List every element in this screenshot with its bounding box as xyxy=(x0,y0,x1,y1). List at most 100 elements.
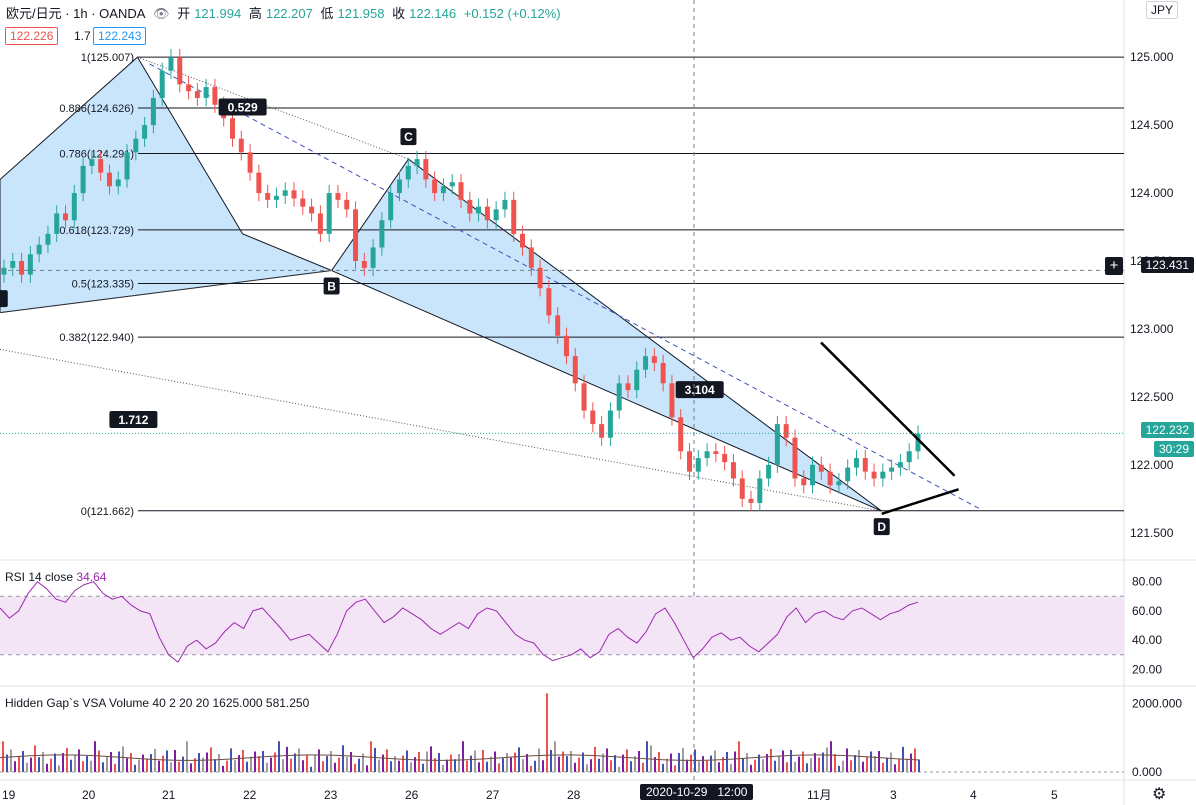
ask-badge[interactable]: 122.243 xyxy=(93,27,147,45)
candle-body xyxy=(423,159,429,180)
volume-bar xyxy=(814,753,816,772)
volume-bar xyxy=(314,754,316,772)
volume-bar xyxy=(362,753,364,772)
candle-body xyxy=(194,91,200,98)
volume-bar xyxy=(94,741,96,772)
volume-bar xyxy=(422,763,424,772)
candle-body xyxy=(36,244,42,255)
volume-title[interactable]: Hidden Gap`s VSA Volume 40 2 20 20 1625.… xyxy=(5,696,309,710)
time-tick-label: 20 xyxy=(82,788,96,802)
rsi-title[interactable]: RSI 14 close 34.64 xyxy=(5,570,106,584)
open-label: 开 xyxy=(177,6,191,21)
volume-bar xyxy=(70,759,72,772)
volume-bar xyxy=(846,748,848,772)
volume-bar xyxy=(434,758,436,772)
volume-bar xyxy=(622,754,624,772)
crosshair-plus-icon[interactable]: + xyxy=(1105,257,1123,275)
volume-bar xyxy=(214,759,216,772)
volume-bar xyxy=(498,763,500,772)
harmonic-triangle-xab xyxy=(0,56,334,314)
time-tick-label: 23 xyxy=(324,788,338,802)
volume-bar xyxy=(110,752,112,772)
volume-bar xyxy=(350,752,352,772)
volume-bar xyxy=(774,760,776,772)
volume-bar xyxy=(62,753,64,772)
bid-badge[interactable]: 122.226 xyxy=(5,27,59,45)
candle-body xyxy=(651,356,657,363)
settings-gear-icon[interactable]: ⚙ xyxy=(1152,786,1167,803)
volume-bar xyxy=(418,752,420,772)
volume-bar xyxy=(678,753,680,772)
volume-bar xyxy=(394,756,396,772)
candle-body xyxy=(142,125,148,139)
rsi-band xyxy=(0,596,1124,655)
volume-bar xyxy=(46,763,48,772)
volume-bar xyxy=(370,741,372,772)
price-tick-label: 122.000 xyxy=(1130,458,1174,472)
volume-bar xyxy=(786,762,788,772)
candle-body xyxy=(818,464,824,472)
candle-body xyxy=(581,383,587,411)
candle-body xyxy=(89,159,95,166)
volume-bar xyxy=(662,763,664,772)
candle-body xyxy=(625,383,631,391)
volume-bar xyxy=(6,754,8,772)
time-tick-label: 28 xyxy=(567,788,581,802)
volume-bar xyxy=(26,762,28,772)
candle-body xyxy=(414,159,420,166)
current-price-tag: 122.232 xyxy=(1140,422,1194,438)
volume-bar xyxy=(330,750,332,772)
volume-bar xyxy=(718,762,720,772)
volume-bar xyxy=(510,757,512,772)
price-tick-label: 122.500 xyxy=(1130,390,1174,404)
volume-bar xyxy=(666,758,668,772)
visibility-eye-icon[interactable]: 👁 xyxy=(153,6,170,21)
volume-bar xyxy=(246,761,248,772)
candle-body xyxy=(880,471,886,479)
volume-bar xyxy=(542,760,544,772)
volume-bar xyxy=(806,763,808,772)
volume-bar xyxy=(894,764,896,772)
volume-bar xyxy=(918,760,920,772)
volume-bar xyxy=(546,693,548,772)
volume-bar xyxy=(594,746,596,772)
volume-bar xyxy=(106,757,108,772)
pattern-point-label-box xyxy=(400,128,417,146)
volume-bar xyxy=(282,759,284,772)
volume-bar xyxy=(478,762,480,772)
rsi-tick-label: 20.00 xyxy=(1132,662,1162,676)
candle-body xyxy=(774,424,780,465)
volume-bar xyxy=(858,749,860,772)
symbol-title[interactable]: 欧元/日元 · 1h · OANDA xyxy=(6,6,146,21)
candle-body xyxy=(467,199,473,214)
currency-button[interactable]: JPY xyxy=(1146,1,1179,19)
price-tick-label: 121.500 xyxy=(1130,526,1174,540)
volume-bar xyxy=(50,758,52,772)
volume-bar xyxy=(854,755,856,772)
candle-body xyxy=(282,190,288,196)
volume-bar xyxy=(606,748,608,772)
fib-level-label: 1(125.007) xyxy=(81,52,134,64)
candle-body xyxy=(247,152,253,173)
volume-bar xyxy=(30,757,32,772)
volume-bar xyxy=(410,762,412,772)
volume-bar xyxy=(582,752,584,772)
candle-body xyxy=(309,206,315,214)
volume-bar xyxy=(566,756,568,772)
close-value: 122.146 xyxy=(409,6,457,21)
candle-body xyxy=(511,199,517,234)
volume-bar xyxy=(766,754,768,772)
volume-bar xyxy=(646,741,648,772)
volume-bar xyxy=(294,753,296,772)
candle-body xyxy=(361,261,367,268)
volume-bar xyxy=(554,741,556,772)
volume-bar xyxy=(526,754,528,772)
candle-body xyxy=(766,464,772,479)
volume-bar xyxy=(366,765,368,772)
candle-body xyxy=(801,478,807,486)
crosshair-price-tag: 123.431 xyxy=(1140,257,1194,273)
candle-body xyxy=(326,193,332,234)
candle-body xyxy=(10,261,16,268)
volume-bar xyxy=(218,754,220,772)
